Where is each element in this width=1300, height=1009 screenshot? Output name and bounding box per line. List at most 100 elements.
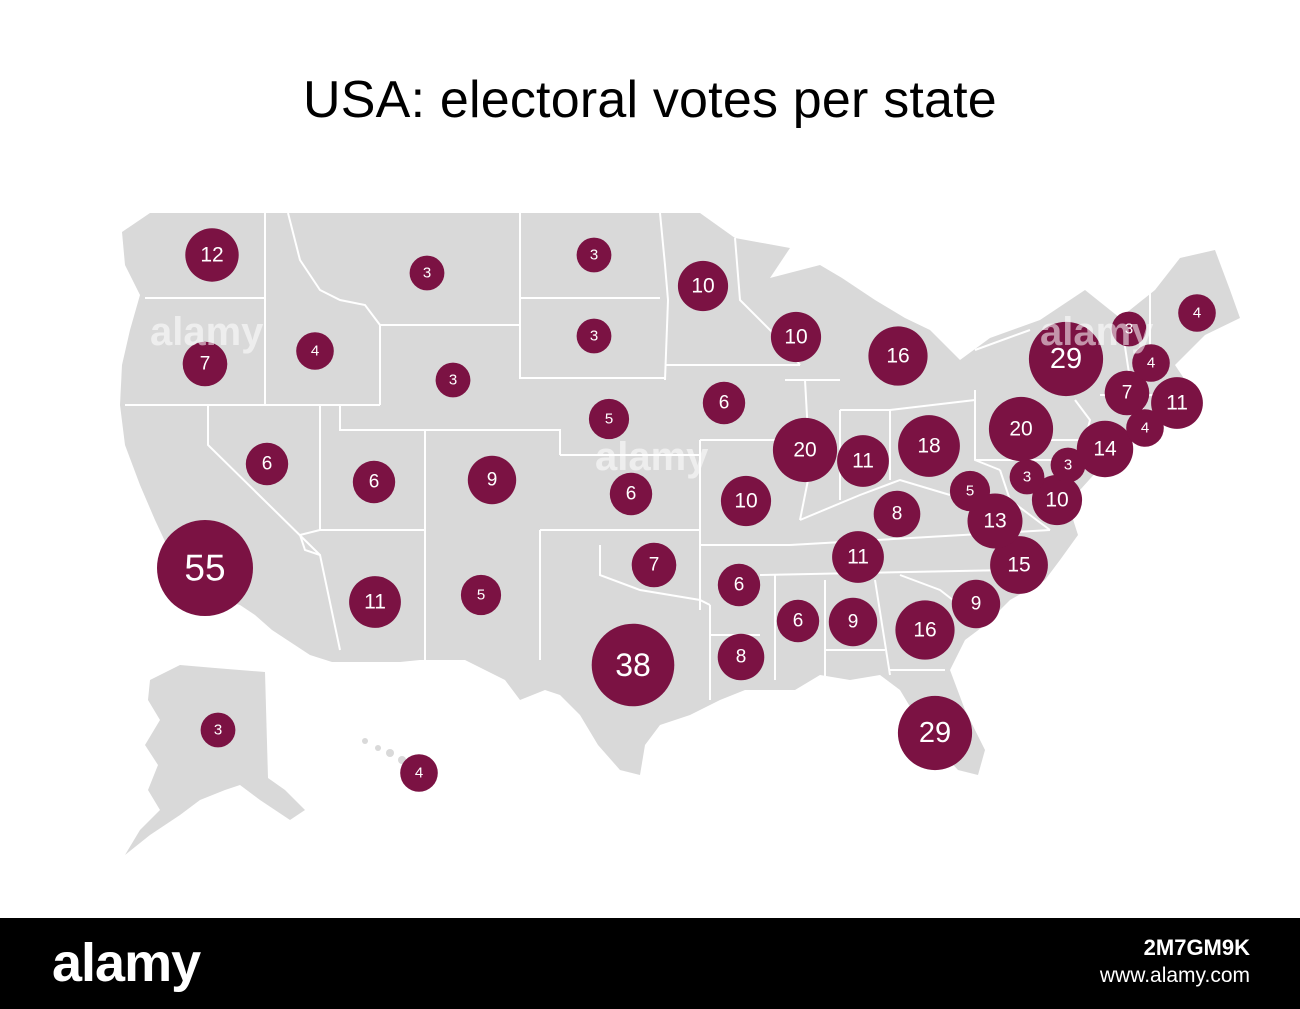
state-borders [125, 212, 1160, 700]
bubble-ar [717, 563, 761, 607]
vote-label-ma: 11 [1166, 392, 1188, 415]
vote-label-ga: 16 [913, 619, 936, 642]
alaska-shape [125, 665, 305, 855]
vote-label-la: 8 [736, 647, 747, 668]
bubble-me [1178, 294, 1216, 332]
vote-label-or: 7 [200, 354, 211, 375]
bubble-fl [897, 695, 973, 771]
vote-label-dc: 3 [1023, 469, 1031, 486]
vote-label-nc: 15 [1007, 554, 1030, 577]
bubble-ma [1151, 377, 1203, 429]
vote-label-ia: 6 [719, 393, 730, 414]
bubble-tx [591, 623, 675, 707]
vote-label-nm: 5 [477, 587, 485, 604]
vote-label-ar: 6 [734, 575, 745, 596]
bubble-mo [720, 475, 772, 527]
bubble-dc [1009, 459, 1045, 495]
bubble-al [828, 597, 878, 647]
vote-label-tn: 11 [847, 546, 869, 569]
vote-label-de: 3 [1064, 457, 1072, 474]
bubble-or [182, 341, 228, 387]
bubble-wa [185, 228, 239, 282]
bubble-ia [702, 381, 746, 425]
us-electoral-map: 1275564336119533567381061068102016111881… [120, 212, 1240, 855]
bubble-ca [157, 520, 253, 616]
vote-label-in: 11 [852, 450, 874, 473]
vote-label-va: 13 [983, 510, 1006, 533]
bubble-sd [576, 318, 612, 354]
vote-label-ak: 3 [214, 722, 222, 739]
bubble-ct [1104, 370, 1150, 416]
vote-label-mi: 16 [886, 345, 909, 368]
bubble-ky [873, 490, 921, 538]
image-id: 2M7GM9K [1143, 935, 1250, 960]
bubble-ok [631, 542, 677, 588]
bubble-hi [400, 754, 438, 792]
vote-label-fl: 29 [919, 717, 951, 749]
vote-label-wa: 12 [200, 244, 223, 267]
bubble-nv [245, 442, 289, 486]
bubble-mt [409, 255, 445, 291]
bubble-ne [588, 398, 630, 440]
image-id-block: 2M7GM9K www.alamy.com [1100, 934, 1250, 990]
vote-label-ut: 6 [369, 472, 380, 493]
bubble-vt [1111, 311, 1147, 347]
contiguous-us-shape [120, 213, 1240, 775]
vote-label-id: 4 [311, 343, 319, 360]
vote-label-hi: 4 [415, 765, 423, 782]
site-url: www.alamy.com [1099, 964, 1250, 987]
bubble-id [296, 332, 334, 370]
bubble-ks [609, 472, 653, 516]
bubble-wy [435, 362, 471, 398]
bubble-ms [776, 599, 820, 643]
vote-label-ct: 7 [1122, 383, 1133, 404]
vote-label-mn: 10 [691, 275, 714, 298]
vote-label-ok: 7 [649, 555, 660, 576]
vote-label-mt: 3 [423, 265, 431, 282]
footer-bar [0, 918, 1300, 1009]
electoral-vote-bubbles: 1275564336119533567381061068102016111881… [157, 228, 1216, 792]
bubble-az [349, 576, 401, 628]
svg-text:alamy: alamy [150, 310, 264, 354]
bubble-wv [949, 470, 991, 512]
bubble-oh [898, 415, 960, 477]
vote-label-ky: 8 [892, 504, 903, 525]
vote-label-nv: 6 [262, 454, 273, 475]
vote-label-tx: 38 [615, 647, 651, 683]
bubble-ga [895, 600, 955, 660]
bubble-tn [832, 531, 884, 583]
vote-label-ms: 6 [793, 611, 804, 632]
bubble-nj [1076, 420, 1134, 478]
bubble-nc [990, 536, 1048, 594]
bubble-de [1050, 447, 1086, 483]
vote-label-az: 11 [364, 591, 386, 614]
bubble-co [467, 455, 517, 505]
vote-label-nj: 14 [1093, 438, 1117, 461]
bubble-ak [200, 712, 236, 748]
bubble-md [1031, 474, 1083, 526]
vote-label-nh: 4 [1147, 355, 1155, 372]
bubble-mi [868, 326, 928, 386]
alamy-watermark: alamy alamy alamy [150, 310, 1154, 479]
bubble-nd [576, 237, 612, 273]
vote-label-me: 4 [1193, 305, 1201, 322]
vote-label-ne: 5 [605, 411, 613, 428]
bubble-wi [770, 311, 822, 363]
bubble-mn [677, 260, 729, 312]
bubble-ri [1126, 409, 1164, 447]
vote-label-vt: 3 [1125, 321, 1133, 338]
vote-label-wv: 5 [966, 483, 974, 500]
vote-label-mo: 10 [734, 490, 757, 513]
vote-label-wy: 3 [449, 372, 457, 389]
bubble-il [772, 417, 838, 483]
vote-label-oh: 18 [917, 435, 940, 458]
vote-label-al: 9 [848, 612, 859, 633]
alamy-logo: alamy [52, 933, 201, 993]
vote-label-pa: 20 [1009, 418, 1032, 441]
vote-label-ri: 4 [1141, 420, 1149, 437]
bubble-la [717, 633, 765, 681]
vote-label-ny: 29 [1050, 343, 1082, 375]
vote-label-sd: 3 [590, 328, 598, 345]
bubble-nh [1132, 344, 1170, 382]
bubble-in [837, 435, 889, 487]
